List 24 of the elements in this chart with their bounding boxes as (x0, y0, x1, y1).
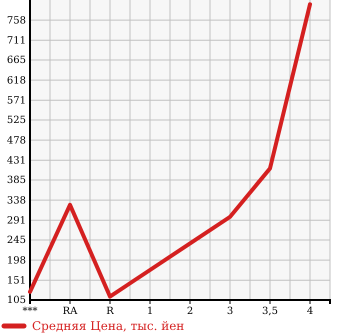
y-tick-label: 478 (6, 135, 26, 146)
x-tick-label: R (106, 306, 114, 318)
y-tick-label: 711 (6, 35, 26, 46)
x-tick-label: 2 (186, 306, 194, 318)
y-tick-label: 525 (6, 115, 26, 126)
y-tick-label: 338 (6, 195, 26, 206)
legend-label: Средняя Цена, тыс. йен (32, 319, 184, 333)
x-tick-label: *** (22, 306, 38, 318)
x-tick-label: 1 (146, 306, 154, 318)
y-tick-label: 105 (6, 295, 26, 306)
y-tick-label: 665 (6, 55, 26, 66)
y-tick-label: 431 (6, 155, 26, 166)
y-tick-label: 571 (6, 95, 26, 106)
x-tick-label: RA (62, 306, 78, 318)
y-tick-label: 291 (6, 215, 26, 226)
y-tick-label: 151 (6, 275, 26, 286)
x-tick-label: 4 (306, 306, 314, 318)
y-tick-label: 198 (6, 255, 26, 266)
y-tick-label: 245 (6, 235, 26, 246)
x-tick-label: 3 (226, 306, 234, 318)
y-tick-label: 618 (6, 75, 26, 86)
x-tick-label: 3,5 (262, 306, 278, 318)
y-tick-label: 385 (6, 175, 26, 186)
y-tick-label: 758 (6, 15, 26, 26)
